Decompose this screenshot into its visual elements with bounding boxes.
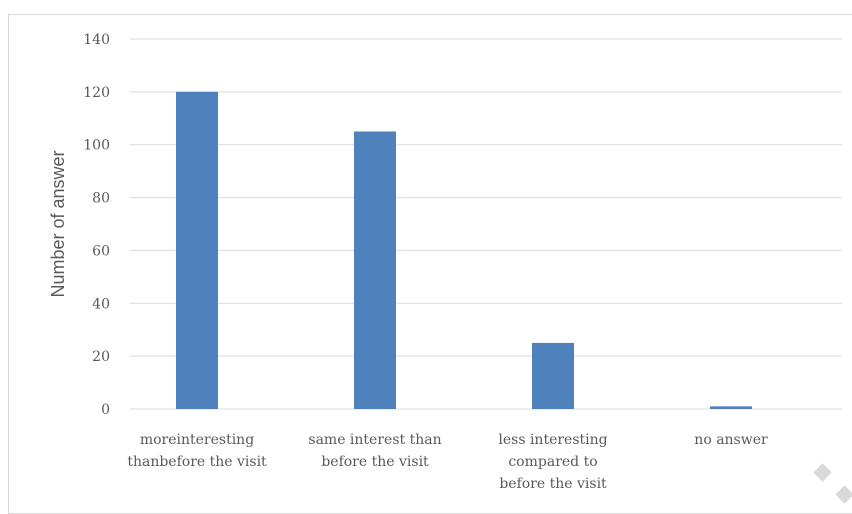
y-axis-title: Number of answer: [48, 150, 68, 297]
y-tick-label: 0: [101, 402, 110, 418]
chart-area: [8, 14, 852, 514]
gridlines: [130, 38, 842, 410]
y-tick-label: 20: [92, 349, 110, 365]
y-tick-label: 80: [92, 191, 110, 207]
x-category-label: moreinteresting thanbefore the visit: [127, 432, 267, 470]
bar-4: [710, 406, 752, 409]
y-tick-label: 100: [83, 138, 110, 154]
y-axis-ticks: 0 20 40 60 80 100 120 140: [83, 32, 110, 418]
x-category-label: same interest than before the visit: [308, 432, 441, 470]
bar-1: [176, 91, 218, 409]
bar-3: [532, 342, 574, 409]
x-axis-categories: moreinteresting thanbefore the visit same …: [127, 432, 768, 492]
bars: [176, 91, 752, 409]
y-tick-label: 120: [83, 85, 110, 101]
y-tick-label: 140: [83, 32, 110, 48]
bar-2: [354, 131, 396, 409]
y-tick-label: 40: [92, 296, 110, 312]
x-category-label: no answer: [694, 432, 768, 448]
y-tick-label: 60: [92, 243, 110, 259]
x-category-label: less interesting compared to before the vi…: [498, 432, 607, 492]
